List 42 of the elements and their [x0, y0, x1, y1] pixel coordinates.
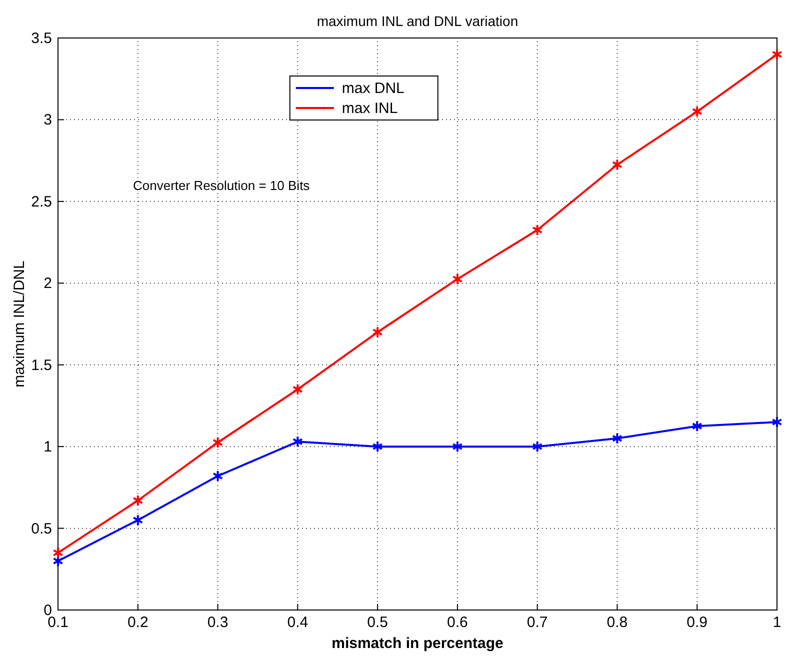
y-tick-label: 2: [44, 275, 52, 292]
point: [612, 432, 623, 444]
point: [212, 436, 224, 448]
x-tick-label: 0.9: [686, 614, 708, 631]
y-tick-label: 0.5: [31, 520, 52, 538]
point: [212, 470, 224, 482]
x-tick-label: 0.1: [48, 614, 68, 631]
point: [132, 494, 144, 506]
y-tick-label: 3: [44, 112, 52, 129]
point: [52, 546, 64, 559]
x-tick-label: 0.8: [606, 614, 628, 631]
y-tick-label: 1: [44, 438, 52, 456]
point: [292, 383, 303, 396]
x-tick-label: 1: [772, 614, 782, 631]
point: [452, 273, 463, 286]
x-tick-label: 0.5: [367, 614, 388, 631]
point: [292, 436, 303, 448]
legend-label: max DNL: [342, 80, 404, 97]
point: [772, 48, 782, 60]
point: [612, 158, 623, 171]
point: [132, 514, 144, 526]
point: [692, 106, 702, 118]
x-tick-label: 0.3: [207, 614, 228, 631]
y-tick-label: 1.5: [31, 356, 52, 374]
x-tick-label: 0.2: [127, 614, 148, 631]
point: [532, 440, 543, 453]
y-tick-label: 2.5: [31, 193, 52, 210]
point: [692, 420, 702, 432]
x-tick-label: 0.7: [526, 614, 548, 631]
annotation: Converter Resolution = 10 Bits: [133, 178, 310, 194]
y-tick-label: 3.5: [31, 30, 52, 47]
legend-label: max INL: [342, 100, 398, 117]
point: [532, 224, 543, 236]
chart-title: maximum INL and DNL variation: [316, 13, 518, 29]
point: [772, 416, 782, 428]
point: [452, 440, 463, 453]
x-tick-label: 0.6: [447, 614, 468, 631]
point: [372, 440, 383, 453]
point: [372, 326, 383, 338]
x-tick-label: 0.4: [287, 614, 308, 631]
x-axis-title: mismatch in percentage: [332, 635, 504, 652]
y-axis-title: maximum INL/DNL: [11, 260, 28, 388]
